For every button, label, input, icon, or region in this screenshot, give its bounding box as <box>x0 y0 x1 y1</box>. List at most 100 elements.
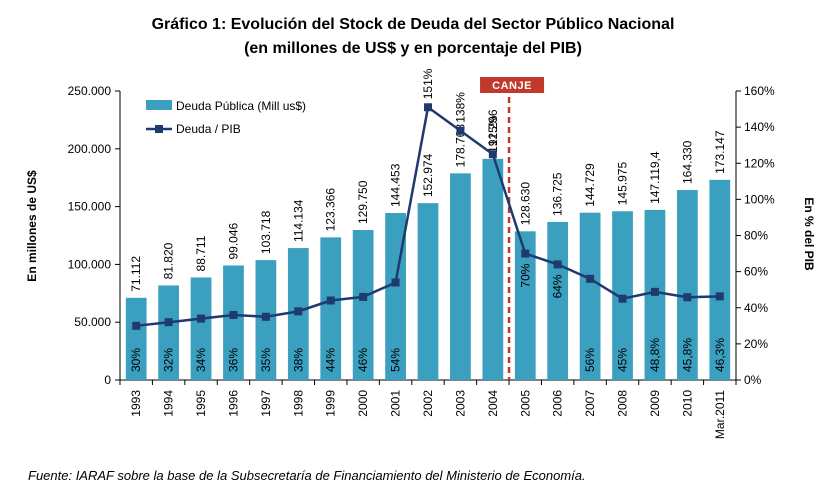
debt-gdp-line <box>132 103 724 330</box>
canje-annotation: CANJE <box>480 77 545 380</box>
pct-value-label: 70% <box>518 263 532 287</box>
pct-value-label: 30% <box>129 348 143 372</box>
y2-axis-label: En % del PIB <box>802 197 816 271</box>
y-tick-label: 100.000 <box>68 257 112 271</box>
bar <box>320 237 342 380</box>
bar <box>482 158 504 380</box>
line-point <box>132 321 141 330</box>
bar-value-label: 145.975 <box>616 162 630 206</box>
pct-value-label: 45% <box>616 348 630 372</box>
y2-tick-label: 140% <box>744 120 775 134</box>
pct-value-label: 32% <box>162 348 176 372</box>
x-tick-label: 2006 <box>551 390 565 417</box>
line-point <box>326 296 335 305</box>
x-tick-label: 1993 <box>129 390 143 417</box>
x-tick-label: 2003 <box>453 390 467 417</box>
pct-value-label: 151% <box>421 68 435 99</box>
line-point <box>197 314 206 323</box>
bar-value-label: 144.729 <box>583 163 597 207</box>
y-axis-label: En millones de US$ <box>25 170 39 282</box>
bar-value-label: 71.112 <box>129 256 143 292</box>
bar <box>450 173 471 380</box>
x-tick-label: 1995 <box>194 390 208 417</box>
x-tick-label: 1998 <box>291 390 305 417</box>
chart-subtitle: (en millones de US$ y en porcentaje del … <box>244 40 582 57</box>
bar-value-label: 123.366 <box>324 188 338 232</box>
pct-value-label: 35% <box>259 348 273 372</box>
y2-tick-label: 60% <box>744 265 768 279</box>
y2-tick-label: 40% <box>744 301 768 315</box>
line-point <box>650 287 659 296</box>
bar-value-label: 103.718 <box>259 210 273 254</box>
bar-value-label: 191.296 <box>486 109 500 153</box>
bar <box>417 203 439 380</box>
bar-labels: 71.112 81.820 88.711 99.046 103.718 114.134 12… <box>129 109 727 292</box>
pct-value-label: 38% <box>291 348 305 372</box>
bar-value-label: 152.974 <box>421 153 435 197</box>
bar-value-label: 88.711 <box>194 235 208 271</box>
x-tick-label: 2010 <box>680 390 694 417</box>
bar <box>514 231 536 380</box>
y-tick-label: 200.000 <box>68 142 112 156</box>
bar-value-label: 136.725 <box>551 172 565 216</box>
line-point <box>164 318 173 327</box>
y2-tick-label: 120% <box>744 156 775 170</box>
bar-value-label: 114.134 <box>291 199 305 242</box>
pct-value-label: 34% <box>194 348 208 372</box>
pct-value-label: 46% <box>356 348 370 372</box>
bar <box>125 297 147 380</box>
bar <box>547 221 569 380</box>
x-tick-label: 2008 <box>616 390 630 417</box>
x-tick-labels: 1993 1994 1995 1996 1997 1998 1999 2000 2001 2002… <box>129 390 727 439</box>
x-tick-label: 1997 <box>259 390 273 417</box>
y-tick-label: 0 <box>104 373 111 387</box>
y2-tick-label: 100% <box>744 192 775 206</box>
bar <box>352 230 374 380</box>
legend-swatch-marker <box>155 125 163 133</box>
bar <box>579 212 601 380</box>
line-point <box>261 312 270 321</box>
pct-value-label: 48,8% <box>648 338 662 372</box>
x-tick-label: 2002 <box>421 390 435 417</box>
line-point <box>683 293 692 302</box>
x-tick-label: 2005 <box>518 390 532 417</box>
pct-value-label: 56% <box>583 348 597 372</box>
line-point <box>229 310 238 319</box>
pct-value-label: 44% <box>324 348 338 372</box>
bar <box>709 179 731 380</box>
bar <box>190 277 212 380</box>
x-tick-label: 2004 <box>486 390 500 417</box>
pct-value-label: 46,3% <box>713 338 727 372</box>
y-tick-label: 250.000 <box>68 84 112 98</box>
canje-label: CANJE <box>492 80 532 92</box>
line-point <box>488 150 497 159</box>
bar <box>676 190 698 380</box>
line-point <box>359 292 368 301</box>
bar-value-label: 81.820 <box>162 242 176 279</box>
x-tick-label: 2007 <box>583 390 597 417</box>
pct-value-label: 125% <box>486 115 500 146</box>
line-point <box>715 292 724 301</box>
x-tick-label: Mar.2011 <box>713 390 727 439</box>
legend: Deuda Pública (Mill us$) Deuda / PIB <box>146 99 306 136</box>
line-point <box>294 307 303 316</box>
x-tick-label: 1996 <box>226 390 240 417</box>
source-note: Fuente: IARAF sobre la base de la Subsec… <box>28 468 586 483</box>
pct-value-label: 36% <box>226 348 240 372</box>
x-tick-label: 2001 <box>389 390 403 417</box>
bar-value-label: 173.147 <box>713 130 727 174</box>
y2-tick-label: 20% <box>744 337 768 351</box>
legend-label-line: Deuda / PIB <box>176 122 241 136</box>
axes: 0 50.000 100.000 150.000 200.000 250.000 0% 20%… <box>68 84 775 387</box>
pct-value-label: 138% <box>453 92 467 123</box>
bar <box>158 285 180 380</box>
y2-tick-label: 0% <box>744 373 762 387</box>
pct-labels: 30% 32% 34% 36% 35% 38% 44% 46% 54%151%138%125%7… <box>129 68 727 372</box>
line-point <box>521 249 530 258</box>
bar-value-label: 147.119,4 <box>648 151 662 204</box>
line-point <box>586 274 595 283</box>
bar-value-label: 164.330 <box>680 140 694 184</box>
bar-value-label: 129.750 <box>356 180 370 224</box>
line-point <box>391 278 400 287</box>
